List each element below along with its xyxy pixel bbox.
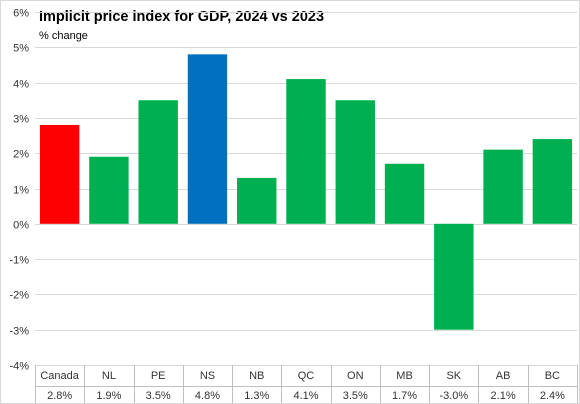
bar-bc: [532, 139, 573, 224]
category-label: NL: [102, 370, 116, 382]
bar-on: [335, 100, 375, 224]
y-tick-label: 2%: [13, 149, 29, 161]
data-table-value: 1.7%: [392, 390, 417, 402]
y-tick-label: 3%: [13, 114, 29, 126]
data-table-value: 3.5%: [343, 390, 368, 402]
category-label: NB: [249, 370, 264, 382]
category-label: Canada: [40, 370, 79, 382]
y-tick-label: 1%: [13, 185, 29, 197]
bar-mb: [384, 163, 425, 224]
bar-qc: [286, 79, 326, 224]
y-tick-label: 6%: [13, 8, 29, 20]
data-table-value: 2.1%: [491, 390, 516, 402]
bar-nb: [237, 177, 277, 224]
y-tick-label: 0%: [13, 220, 29, 232]
bar-canada: [39, 124, 80, 224]
data-table-value: -3.0%: [439, 390, 468, 402]
data-table-value: 1.9%: [96, 390, 121, 402]
y-tick-label: -2%: [9, 290, 29, 302]
data-table-value: 2.4%: [540, 390, 565, 402]
y-tick-label: 5%: [13, 43, 29, 55]
y-tick-label: -3%: [9, 326, 29, 338]
y-tick-label: -4%: [9, 361, 29, 373]
data-table-value: 4.8%: [195, 390, 220, 402]
y-tick-label: 4%: [13, 79, 29, 91]
bar-pe: [138, 100, 178, 224]
data-table-value: 4.1%: [293, 390, 318, 402]
bar-ab: [483, 149, 523, 224]
category-label: ON: [347, 370, 364, 382]
data-table-value: 1.3%: [244, 390, 269, 402]
category-label: AB: [496, 370, 511, 382]
category-label: NS: [200, 370, 215, 382]
y-tick-label: -1%: [9, 255, 29, 267]
category-label: BC: [545, 370, 560, 382]
data-table-value: 3.5%: [146, 390, 171, 402]
bar-ns: [187, 54, 228, 224]
category-label: SK: [446, 370, 461, 382]
category-label: MB: [396, 370, 413, 382]
category-label: QC: [298, 370, 315, 382]
chart-subtitle: % change: [39, 30, 88, 42]
bar-nl: [89, 156, 129, 224]
data-table-value: 2.8%: [47, 390, 72, 402]
category-label: PE: [151, 370, 166, 382]
bar-sk: [434, 223, 474, 330]
